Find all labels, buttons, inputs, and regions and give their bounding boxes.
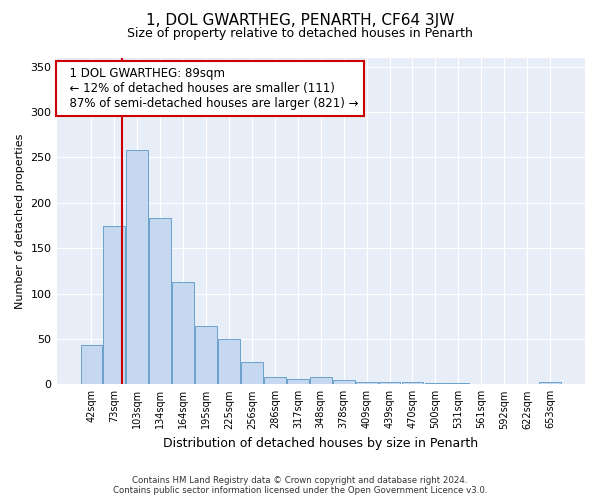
Text: 1, DOL GWARTHEG, PENARTH, CF64 3JW: 1, DOL GWARTHEG, PENARTH, CF64 3JW	[146, 12, 454, 28]
Text: Contains HM Land Registry data © Crown copyright and database right 2024.
Contai: Contains HM Land Registry data © Crown c…	[113, 476, 487, 495]
Bar	[539, 382, 561, 384]
Bar	[241, 362, 263, 384]
Y-axis label: Number of detached properties: Number of detached properties	[15, 133, 25, 308]
Bar	[103, 226, 125, 384]
X-axis label: Distribution of detached houses by size in Penarth: Distribution of detached houses by size …	[163, 437, 478, 450]
Text: Size of property relative to detached houses in Penarth: Size of property relative to detached ho…	[127, 28, 473, 40]
Bar	[80, 346, 103, 385]
Bar	[195, 326, 217, 384]
Bar	[310, 377, 332, 384]
Bar	[127, 150, 148, 384]
Bar	[172, 282, 194, 385]
Text: 1 DOL GWARTHEG: 89sqm
  ← 12% of detached houses are smaller (111)
  87% of semi: 1 DOL GWARTHEG: 89sqm ← 12% of detached …	[62, 68, 358, 110]
Bar	[356, 382, 377, 384]
Bar	[287, 379, 309, 384]
Bar	[218, 339, 240, 384]
Bar	[264, 377, 286, 384]
Bar	[333, 380, 355, 384]
Bar	[401, 382, 424, 384]
Bar	[379, 382, 400, 384]
Bar	[149, 218, 171, 384]
